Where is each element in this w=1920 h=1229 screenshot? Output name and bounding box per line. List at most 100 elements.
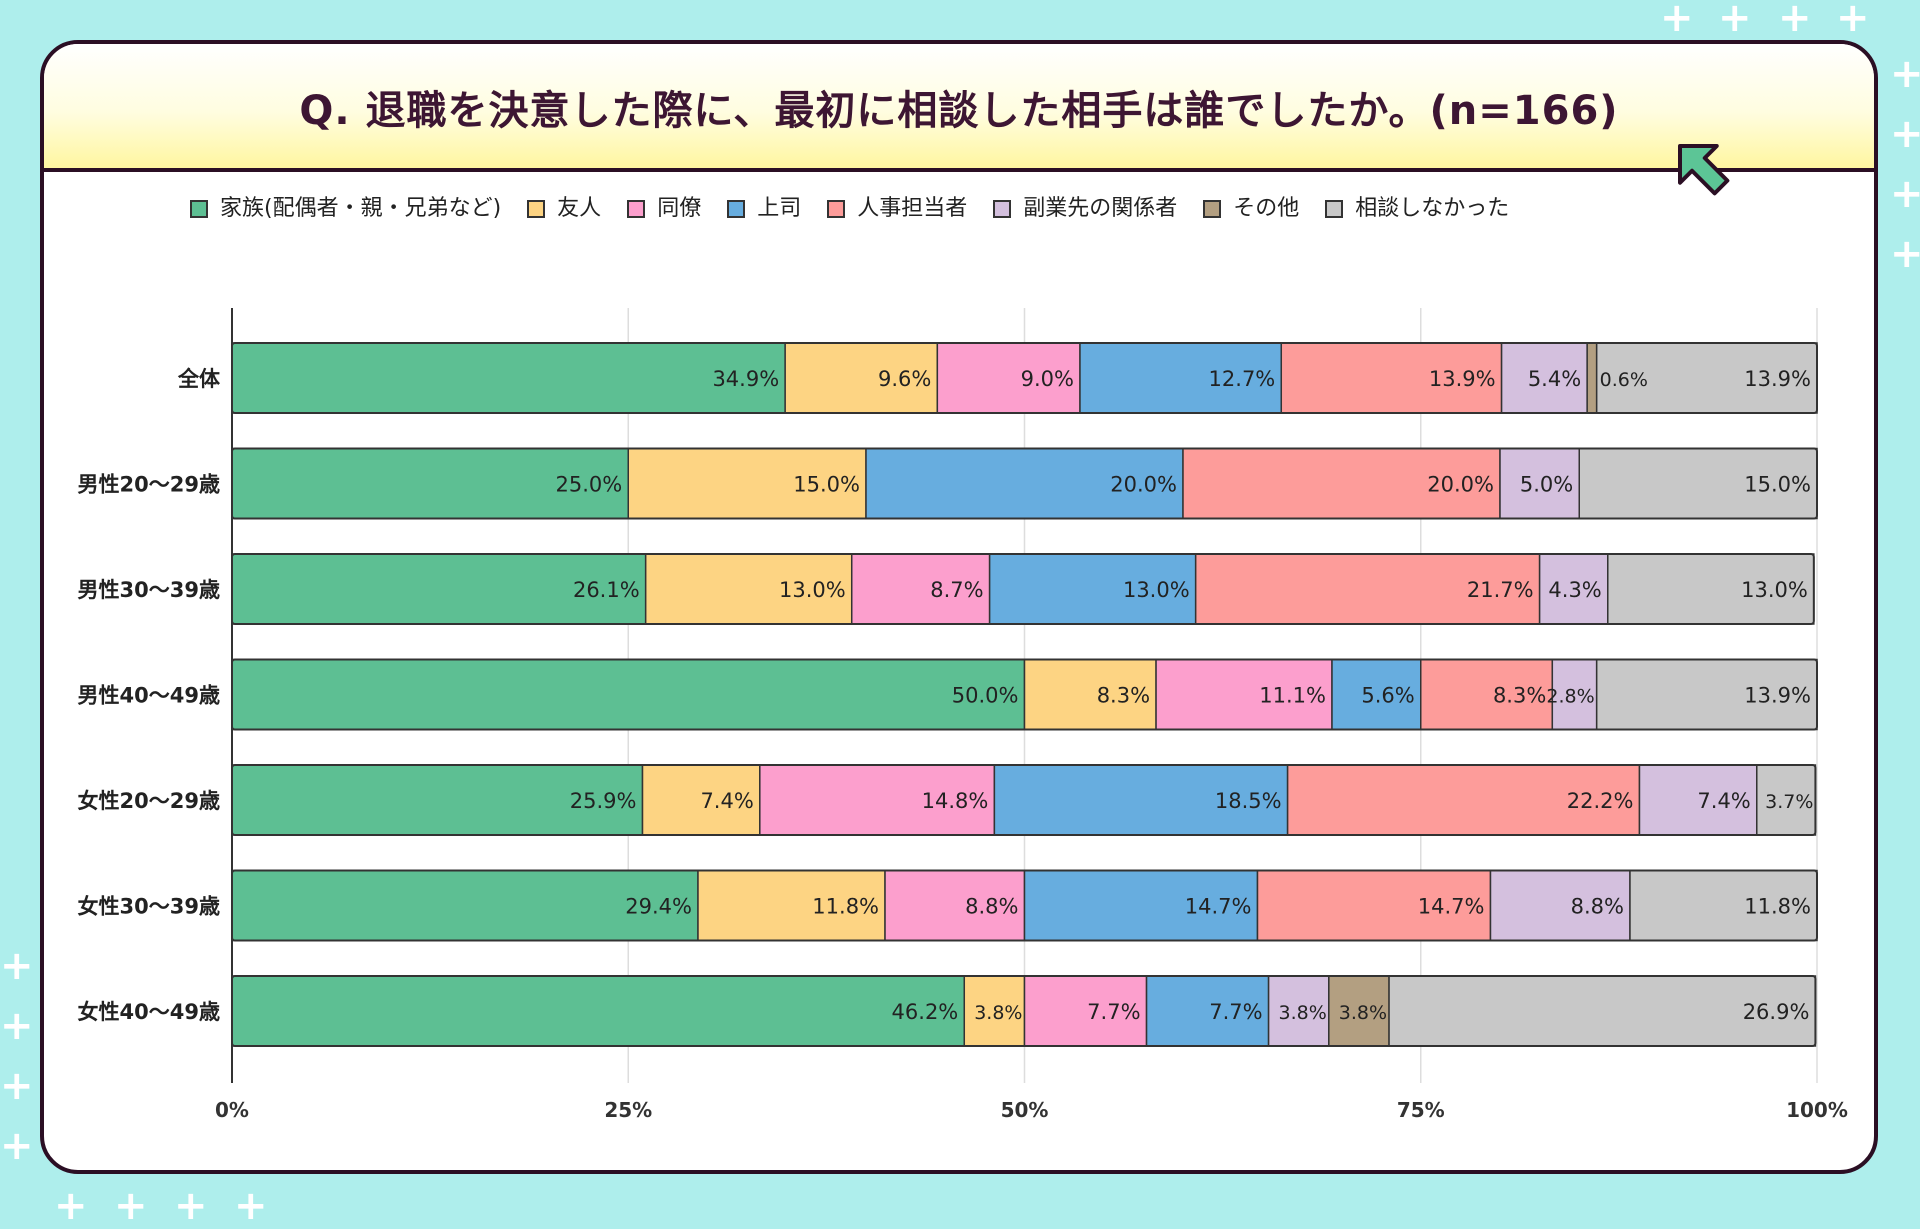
category-label: 女性40～49歳 xyxy=(78,1000,220,1024)
data-label: 22.2% xyxy=(1567,789,1634,813)
legend-label: 人事担当者 xyxy=(857,196,968,221)
data-label: 8.7% xyxy=(930,578,983,602)
data-label: 14.7% xyxy=(1418,895,1485,919)
data-label: 13.9% xyxy=(1744,367,1811,391)
bar-segment xyxy=(1586,342,1598,414)
decor-plus-icon: + xyxy=(0,1123,34,1169)
data-label: 14.8% xyxy=(922,789,989,813)
category-label: 男性20～29歳 xyxy=(78,473,220,497)
decor-plus-icon: + xyxy=(1890,231,1920,277)
legend-item: 相談しなかった xyxy=(1325,190,1509,222)
data-label: 0.6% xyxy=(1600,369,1648,391)
x-tick-label: 50% xyxy=(1001,1098,1049,1122)
legend-swatch xyxy=(190,200,208,218)
bar-outline xyxy=(231,658,1818,731)
x-tick-label: 25% xyxy=(604,1098,652,1122)
legend-swatch xyxy=(1203,200,1222,218)
data-label: 11.8% xyxy=(812,895,879,919)
data-label: 25.9% xyxy=(570,789,637,813)
legend-item: 家族(配偶者・親・兄弟など) xyxy=(190,190,501,222)
bar-outline xyxy=(231,553,1815,625)
decor-plus-icon: + xyxy=(1890,171,1920,217)
data-label: 13.0% xyxy=(779,578,846,602)
bar-segment xyxy=(865,447,1184,520)
data-label: 3.8% xyxy=(974,1002,1022,1024)
decor-plus-icon: + xyxy=(1890,111,1920,157)
data-label: 8.8% xyxy=(1571,895,1624,919)
legend-label: 上司 xyxy=(757,196,802,221)
data-label: 2.8% xyxy=(1546,686,1594,708)
bar-segment xyxy=(1280,342,1503,414)
category-label: 女性20～29歳 xyxy=(78,789,220,813)
bar-outline xyxy=(231,869,1818,942)
legend-swatch xyxy=(527,200,546,218)
data-label: 7.7% xyxy=(1087,1000,1140,1024)
data-label: 7.7% xyxy=(1209,1000,1262,1024)
data-label: 5.4% xyxy=(1528,367,1581,391)
bar-segment xyxy=(231,658,1026,731)
bar-segment xyxy=(1331,658,1422,731)
cursor-arrow-icon xyxy=(1678,144,1730,196)
legend-label: 同僚 xyxy=(657,196,702,221)
legend-item: 友人 xyxy=(527,190,601,222)
data-label: 18.5% xyxy=(1215,789,1282,813)
category-label: 全体 xyxy=(177,367,221,391)
bar-segment xyxy=(1155,658,1333,731)
bar-segment xyxy=(1023,975,1148,1047)
data-label: 4.3% xyxy=(1548,578,1601,602)
bar-segment xyxy=(641,764,761,836)
data-label: 15.0% xyxy=(1744,473,1811,497)
bar-segment xyxy=(697,869,886,942)
bar-segment xyxy=(759,764,996,836)
data-label: 8.3% xyxy=(1493,684,1546,708)
data-label: 50.0% xyxy=(952,684,1019,708)
data-label: 46.2% xyxy=(892,1000,959,1024)
x-tick-label: 0% xyxy=(215,1098,249,1122)
legend: 家族(配偶者・親・兄弟など) 友人 同僚 上司 人事担当者 副業先の関係者 その他 相談しなか… xyxy=(190,190,1535,222)
bar-segment xyxy=(1328,975,1390,1047)
bar-segment xyxy=(1489,869,1631,942)
legend-swatch xyxy=(627,200,646,218)
bar-segment xyxy=(963,975,1026,1047)
data-label: 13.0% xyxy=(1123,578,1190,602)
data-label: 34.9% xyxy=(712,367,779,391)
legend-label: 相談しなかった xyxy=(1355,196,1510,221)
category-label: 女性30～39歳 xyxy=(78,895,220,919)
legend-swatch xyxy=(827,200,846,218)
data-label: 5.0% xyxy=(1520,473,1573,497)
data-label: 9.0% xyxy=(1021,367,1074,391)
data-label: 7.4% xyxy=(700,789,753,813)
x-tick-label: 75% xyxy=(1397,1098,1445,1122)
data-label: 20.0% xyxy=(1427,473,1494,497)
data-label: 8.8% xyxy=(965,895,1018,919)
legend-swatch xyxy=(727,200,746,218)
bar-segment xyxy=(231,553,647,625)
legend-label: 友人 xyxy=(557,196,602,221)
page-title: Q. 退職を決意した際に、最初に相談した相手は誰でしたか。(n=166) xyxy=(299,88,1619,134)
data-label: 21.7% xyxy=(1467,578,1534,602)
bar-segment xyxy=(1629,869,1818,942)
bar-segment xyxy=(784,342,939,414)
data-label: 3.8% xyxy=(1339,1002,1387,1024)
data-label: 26.1% xyxy=(573,578,640,602)
category-label: 男性30～39歳 xyxy=(78,578,220,602)
data-label: 13.9% xyxy=(1429,367,1496,391)
data-label: 11.1% xyxy=(1259,684,1326,708)
bar-outline xyxy=(231,764,1817,836)
bar-segment xyxy=(1756,764,1817,836)
bar-outline xyxy=(231,342,1818,414)
data-label: 29.4% xyxy=(625,895,692,919)
legend-label: 副業先の関係者 xyxy=(1023,196,1178,221)
decor-plus-icon: + xyxy=(1836,0,1870,41)
legend-swatch xyxy=(993,200,1012,218)
data-label: 25.0% xyxy=(556,473,623,497)
decor-plus-icon: + xyxy=(0,1003,34,1049)
decor-plus-icon: + xyxy=(1778,0,1812,41)
legend-item: 上司 xyxy=(727,190,801,222)
bar-segment xyxy=(231,975,966,1047)
bar-segment xyxy=(1145,975,1270,1047)
data-label: 26.9% xyxy=(1743,1000,1810,1024)
x-tick-label: 100% xyxy=(1786,1098,1848,1122)
data-label: 12.7% xyxy=(1209,367,1276,391)
